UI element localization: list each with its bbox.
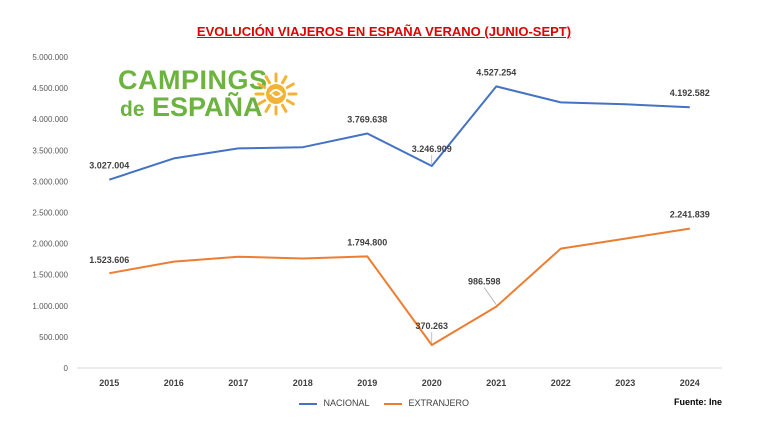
logo-line1: CAMPINGS: [118, 65, 268, 95]
sun-ray: [264, 103, 271, 113]
y-tick-label: 2.000.000: [32, 240, 68, 249]
y-tick-label: 1.500.000: [32, 271, 68, 280]
series-line-extranjero[interactable]: [109, 227, 690, 346]
logo-line2-prefix: de: [120, 98, 145, 121]
y-tick-label: 4.500.000: [32, 84, 68, 93]
x-tick-label: 2021: [486, 378, 506, 388]
y-tick-label: 5.000.000: [32, 53, 68, 62]
data-label-leader: [483, 287, 497, 305]
source-note: Fuente: Ine: [673, 397, 722, 407]
sun-ray: [257, 99, 267, 106]
chart-title: EVOLUCIÓN VIAJEROS EN ESPAÑA VERANO (JUN…: [196, 24, 572, 39]
data-label-extranjero: 370.263: [415, 321, 448, 331]
legend-label-extranjero: EXTRANJERO: [408, 398, 470, 408]
x-tick-label: 2024: [680, 378, 700, 388]
series-line-nacional[interactable]: [108, 85, 690, 181]
data-label-nacional: 4.527.254: [476, 67, 516, 77]
sun-ray: [264, 75, 271, 85]
y-tick-label: 4.000.000: [32, 115, 68, 124]
data-label-nacional: 4.192.582: [670, 88, 710, 98]
legend-label-nacional: NACIONAL: [323, 398, 370, 408]
logo-line2-main: ESPAÑA: [152, 92, 263, 122]
data-label-nacional: 3.246.909: [412, 144, 452, 154]
sun-ray: [257, 82, 267, 89]
legend-item-nacional[interactable]: NACIONAL: [298, 398, 370, 408]
sun-ray: [281, 75, 288, 85]
data-label-nacional: 3.769.638: [347, 115, 387, 125]
x-tick-label: 2016: [164, 378, 184, 388]
x-tick-label: 2020: [422, 378, 442, 388]
y-tick-label: 3.000.000: [32, 177, 68, 186]
sun-ray: [281, 103, 288, 113]
x-tick-label: 2022: [551, 378, 571, 388]
x-tick-label: 2015: [99, 378, 119, 388]
x-tick-label: 2019: [357, 378, 377, 388]
legend-item-extranjero[interactable]: EXTRANJERO: [384, 398, 469, 408]
y-tick-label: 3.500.000: [32, 146, 68, 155]
y-tick-label: 1.000.000: [32, 302, 68, 311]
y-tick-label: 2.500.000: [32, 209, 68, 218]
x-tick-label: 2018: [293, 378, 313, 388]
data-label-extranjero: 2.241.839: [670, 210, 710, 220]
x-axis: 2015 2016 2017 2018 2019 2020 2021 2022 2023 2024: [77, 367, 722, 388]
legend: NACIONAL EXTRANJERO: [0, 398, 768, 408]
data-label-extranjero: 1.794.800: [347, 237, 387, 247]
legend-swatch-nacional: [298, 402, 317, 405]
data-label-extranjero: 986.598: [468, 277, 501, 287]
y-axis: 0 500.000 1.000.000 1.500.000 2.000.000 2.500…: [32, 53, 68, 373]
x-tick-label: 2023: [615, 378, 635, 388]
logo-line2: de ESPAÑA: [118, 94, 268, 123]
y-tick-label: 0: [64, 364, 69, 373]
data-label-nacional: 3.027.004: [89, 161, 129, 171]
legend-swatch-extranjero: [384, 402, 402, 405]
data-label-extranjero: 1.523.606: [89, 255, 129, 265]
y-tick-label: 500.000: [39, 333, 68, 342]
x-tick-label: 2017: [228, 378, 248, 388]
sun-ray: [285, 82, 295, 89]
sun-icon: [254, 72, 298, 116]
data-label-layer: 3.027.004 3.769.638 3.246.909 4.527.254 4.19…: [89, 67, 710, 343]
campings-de-espana-logo: CAMPINGS de ESPAÑA: [118, 66, 268, 123]
series-layer: [108, 85, 690, 346]
sun-ray: [285, 99, 295, 106]
